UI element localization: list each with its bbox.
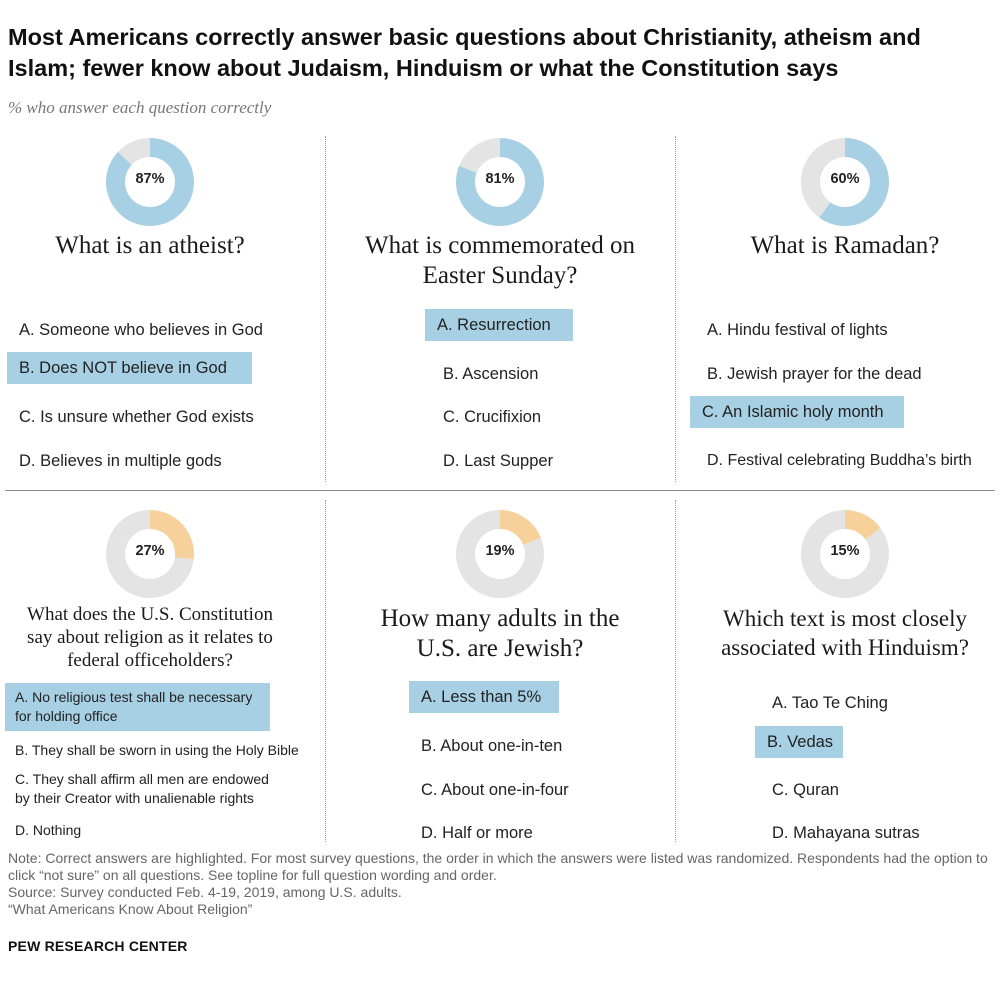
question-text: Which text is most closely associated wi… (680, 604, 1000, 662)
percent-label: 27% (135, 543, 165, 559)
question-text-content: What does the U.S. Constitution say abou… (27, 604, 273, 671)
question-text: What does the U.S. Constitution say abou… (0, 603, 315, 672)
donut-segment-correct (150, 510, 194, 560)
answer-option-c: C. About one-in-four (421, 781, 569, 799)
answer-option-b: B. They shall be sworn in using the Holy… (15, 742, 299, 758)
donut-chart (105, 138, 194, 226)
answer-option-a: A. Hindu festival of lights (707, 321, 888, 339)
answer-option-b-correct: B. Vedas (755, 726, 843, 758)
donut-segment-remainder (456, 510, 544, 598)
row-divider (5, 490, 995, 491)
donut-segment-correct (845, 510, 881, 540)
donut-segment-remainder (106, 510, 194, 598)
answer-option-b: B. About one-in-ten (421, 737, 563, 755)
percent-label: 19% (485, 543, 515, 559)
answer-option-d: D. Believes in multiple gods (19, 452, 222, 470)
column-divider-2 (675, 136, 676, 482)
percent-label: 87% (135, 171, 165, 187)
answer-option-a-correct: A. No religious test shall be necessary … (5, 683, 270, 731)
chart-subtitle: % who answer each question correctly (8, 98, 272, 117)
donut-segment-correct (105, 138, 194, 226)
question-text-content: Which text is most closely associated wi… (721, 606, 969, 660)
answer-option-c-correct: C. An Islamic holy month (690, 396, 904, 428)
answer-option-c: C. They shall affirm all men are endowed… (15, 771, 269, 806)
donut-segment-correct (500, 510, 541, 545)
source-text: Source: Survey conducted Feb. 4-19, 2019… (8, 884, 402, 900)
report-title: “What Americans Know About Religion” (8, 901, 253, 917)
note-text: Note: Correct answers are highlighted. F… (8, 850, 988, 883)
donut-segment-remainder (459, 138, 500, 173)
answer-option-d: D. Half or more (421, 824, 533, 842)
answer-option-d: D. Mahayana sutras (772, 824, 920, 842)
donut-chart (801, 510, 889, 598)
donut-segment-correct (456, 138, 544, 226)
column-divider-4 (675, 500, 676, 842)
answer-option-a: A. Someone who believes in God (19, 321, 263, 339)
answer-option-a-correct: A. Less than 5% (409, 681, 559, 713)
donut-segment-correct (819, 138, 889, 226)
answer-option-d: D. Last Supper (443, 452, 554, 470)
answer-option-c: C. Quran (772, 781, 839, 799)
answer-option-a-correct: A. Resurrection (425, 309, 573, 341)
donut-segment-remainder (801, 510, 889, 598)
question-text: What is an atheist? (55, 232, 245, 259)
column-divider-3 (325, 500, 326, 842)
percent-label: 15% (830, 543, 860, 559)
answer-option-d: D. Nothing (15, 822, 82, 838)
question-text: What is Ramadan? (750, 232, 940, 259)
donut-chart (801, 138, 889, 226)
chart-title: Most Americans correctly answer basic qu… (8, 24, 921, 81)
question-text-content: What is commemorated on Easter Sunday? (364, 232, 636, 289)
answer-option-b: B. Ascension (443, 365, 539, 383)
column-divider-1 (325, 136, 326, 482)
answer-option-b-correct: B. Does NOT believe in God (7, 352, 252, 384)
question-text-content: How many adults in the U.S. are Jewish? (380, 605, 620, 662)
percent-label: 81% (485, 171, 515, 187)
donut-chart (456, 138, 544, 226)
footnotes: Note: Correct answers are highlighted. F… (8, 850, 998, 918)
question-text: How many adults in the U.S. are Jewish? (335, 604, 665, 664)
answer-option-a: A. Tao Te Ching (772, 694, 888, 712)
answer-option-c: C. Crucifixion (443, 408, 542, 426)
answer-option-d: D. Festival celebrating Buddha’s birth (707, 452, 972, 469)
donut-chart (106, 510, 194, 598)
donut-chart (456, 510, 544, 598)
donut-segment-remainder (801, 138, 845, 218)
donut-segment-remainder (117, 138, 150, 165)
brand-logo-text: PEW RESEARCH CENTER (8, 938, 188, 954)
percent-label: 60% (830, 171, 860, 187)
answer-option-b: B. Jewish prayer for the dead (707, 365, 922, 383)
answer-option-c: C. Is unsure whether God exists (19, 408, 254, 426)
question-text: What is commemorated on Easter Sunday? (335, 231, 665, 291)
